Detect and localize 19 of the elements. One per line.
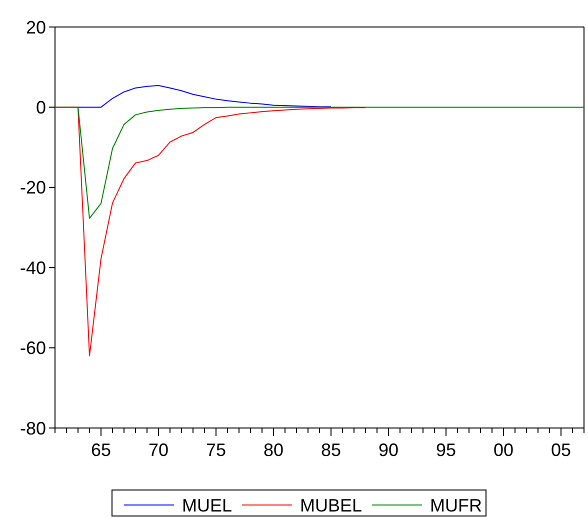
legend-label: MUBEL — [300, 495, 362, 516]
x-tick-label: 85 — [320, 440, 342, 460]
legend-label: MUFR — [430, 495, 482, 516]
x-tick-label: 00 — [493, 440, 514, 460]
x-tick-label: 95 — [436, 440, 456, 460]
y-tick-label: 20 — [26, 17, 46, 38]
y-tick-label: -40 — [20, 258, 46, 278]
y-tick-label: -60 — [20, 338, 46, 358]
x-tick-label: 80 — [263, 440, 284, 460]
legend-label: MUEL — [182, 495, 232, 516]
x-tick-label: 75 — [206, 440, 226, 460]
y-tick-label: 0 — [36, 98, 46, 118]
x-tick-label: 70 — [148, 440, 169, 460]
x-tick-label: 05 — [550, 440, 572, 460]
line-series — [54, 106, 584, 219]
x-tick-label: 90 — [378, 440, 399, 460]
y-tick-label: -20 — [20, 178, 46, 198]
y-tick-label: -80 — [20, 418, 46, 438]
x-tick-label: 65 — [90, 440, 112, 460]
